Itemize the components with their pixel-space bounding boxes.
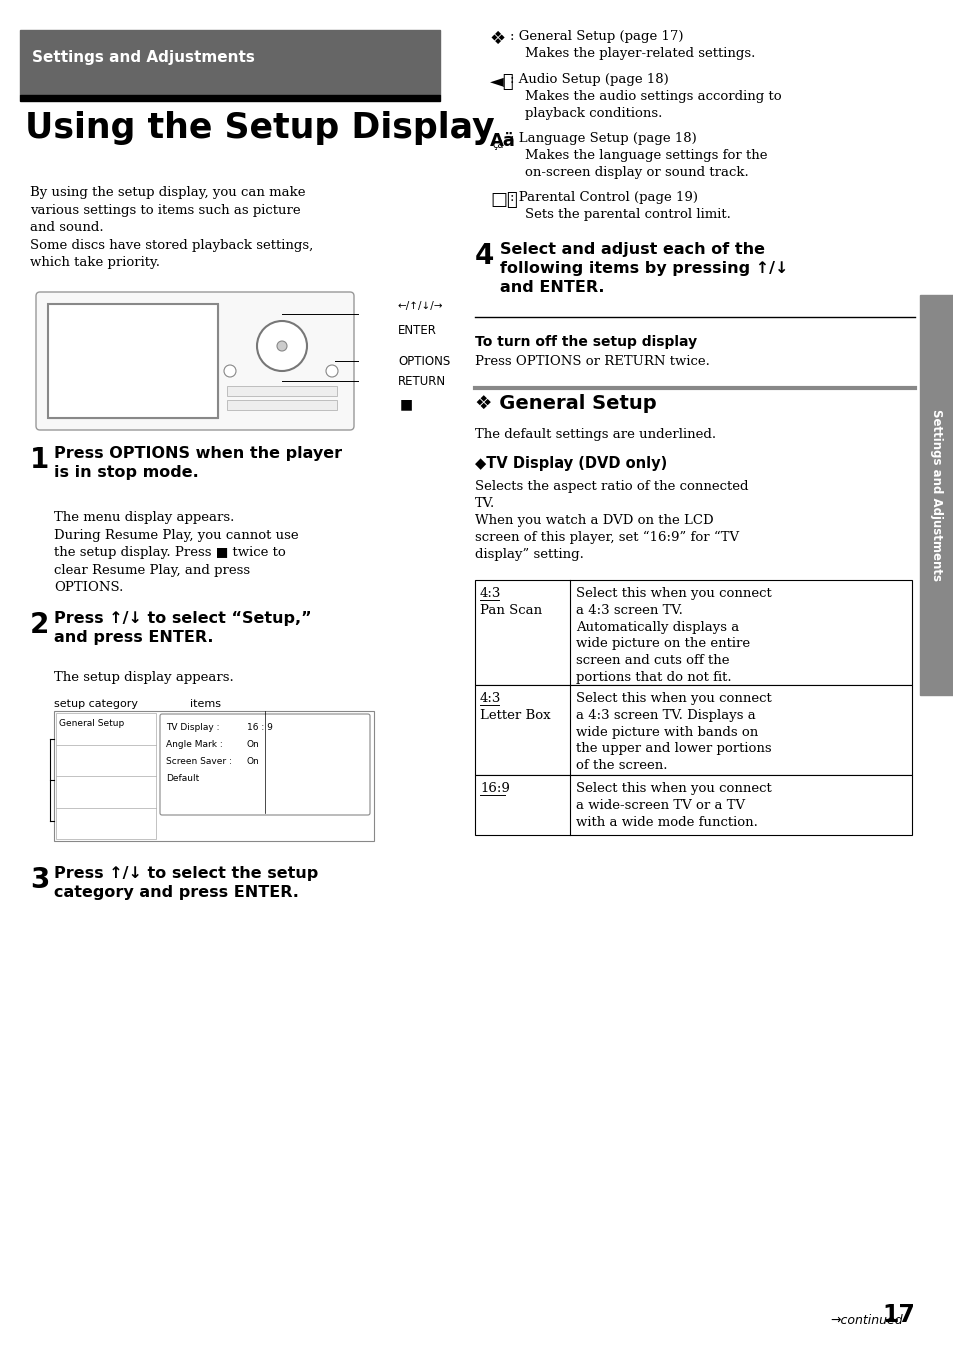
Text: 16 : 9: 16 : 9: [247, 723, 273, 731]
Bar: [54, 711, 374, 841]
Text: Pan Scan: Pan Scan: [479, 604, 541, 617]
Text: ←/↑/↓/→: ←/↑/↓/→: [397, 301, 443, 311]
Text: : General Setup (page 17): : General Setup (page 17): [510, 30, 682, 43]
Bar: [919, 294, 953, 695]
Text: General Setup: General Setup: [59, 719, 124, 727]
Circle shape: [276, 341, 287, 351]
Text: RETURN: RETURN: [397, 375, 446, 388]
Text: OPTIONS: OPTIONS: [397, 354, 450, 368]
Text: 4: 4: [475, 242, 494, 270]
Bar: [20, 30, 439, 95]
Text: Select this when you connect
a 4:3 screen TV. Displays a
wide picture with bands: Select this when you connect a 4:3 scree…: [576, 692, 771, 772]
Bar: [48, 304, 218, 418]
Text: Select and adjust each of the
following items by pressing ↑/↓
and ENTER.: Select and adjust each of the following …: [499, 242, 787, 296]
Text: To turn off the setup display: To turn off the setup display: [475, 335, 697, 349]
Text: The default settings are underlined.: The default settings are underlined.: [475, 427, 716, 441]
Text: ■: ■: [399, 398, 413, 411]
Text: Settings and Adjustments: Settings and Adjustments: [32, 50, 254, 65]
Text: Select this when you connect
a 4:3 screen TV.
Automatically displays a
wide pict: Select this when you connect a 4:3 scree…: [576, 588, 771, 684]
Circle shape: [326, 365, 337, 377]
Bar: [227, 400, 336, 410]
Circle shape: [256, 322, 307, 370]
Text: ◄⧉: ◄⧉: [490, 73, 514, 91]
Circle shape: [224, 365, 235, 377]
Text: ENTER: ENTER: [397, 324, 436, 337]
Text: Settings and Adjustments: Settings and Adjustments: [929, 408, 943, 581]
FancyBboxPatch shape: [36, 292, 354, 430]
Text: Makes the audio settings according to
playback conditions.: Makes the audio settings according to pl…: [524, 90, 781, 119]
Text: Press ↑/↓ to select “Setup,”
and press ENTER.: Press ↑/↓ to select “Setup,” and press E…: [54, 611, 312, 645]
Bar: [56, 712, 156, 839]
Text: 1: 1: [30, 446, 50, 474]
Text: →continued: →continued: [829, 1314, 902, 1327]
Text: 3: 3: [30, 866, 50, 894]
Text: On: On: [247, 757, 259, 765]
Text: Press OPTIONS when the player
is in stop mode.: Press OPTIONS when the player is in stop…: [54, 446, 342, 480]
Text: ◆TV Display (DVD only): ◆TV Display (DVD only): [475, 456, 666, 471]
Bar: [475, 775, 911, 835]
FancyBboxPatch shape: [160, 714, 370, 816]
Text: çä: çä: [493, 140, 504, 151]
Text: Makes the player-related settings.: Makes the player-related settings.: [524, 47, 755, 60]
Text: setup category: setup category: [54, 699, 138, 708]
Text: Press OPTIONS or RETURN twice.: Press OPTIONS or RETURN twice.: [475, 356, 709, 368]
Text: 2: 2: [30, 611, 50, 639]
Text: Letter Box: Letter Box: [479, 708, 550, 722]
Text: Selects the aspect ratio of the connected
TV.
When you watch a DVD on the LCD
sc: Selects the aspect ratio of the connecte…: [475, 480, 748, 562]
Text: On: On: [247, 740, 259, 749]
Text: 4:3: 4:3: [479, 692, 501, 706]
Text: Select this when you connect
a wide-screen TV or a TV
with a wide mode function.: Select this when you connect a wide-scre…: [576, 782, 771, 829]
Bar: [475, 685, 911, 775]
Text: Screen Saver :: Screen Saver :: [166, 757, 232, 765]
Text: : Audio Setup (page 18): : Audio Setup (page 18): [510, 73, 668, 85]
Text: Press ↑/↓ to select the setup
category and press ENTER.: Press ↑/↓ to select the setup category a…: [54, 866, 318, 900]
Text: : Parental Control (page 19): : Parental Control (page 19): [510, 191, 698, 204]
Text: ❖ General Setup: ❖ General Setup: [475, 394, 656, 413]
Text: The menu display appears.
During Resume Play, you cannot use
the setup display. : The menu display appears. During Resume …: [54, 512, 298, 594]
Text: 17: 17: [882, 1303, 914, 1327]
Bar: [20, 95, 439, 100]
Text: Sets the parental control limit.: Sets the parental control limit.: [524, 208, 730, 221]
Bar: [227, 385, 336, 396]
Text: □⧉: □⧉: [490, 191, 517, 209]
Text: Angle Mark :: Angle Mark :: [166, 740, 222, 749]
Text: TV Display :: TV Display :: [166, 723, 219, 731]
Text: Aä: Aä: [490, 132, 516, 151]
Bar: [48, 304, 218, 418]
Text: Default: Default: [166, 773, 199, 783]
Text: The setup display appears.: The setup display appears.: [54, 670, 233, 684]
Text: Using the Setup Display: Using the Setup Display: [25, 111, 494, 145]
Text: items: items: [190, 699, 221, 708]
Text: Makes the language settings for the
on-screen display or sound track.: Makes the language settings for the on-s…: [524, 149, 767, 179]
Text: ❖: ❖: [490, 30, 506, 47]
Text: : Language Setup (page 18): : Language Setup (page 18): [510, 132, 696, 145]
Text: 16:9: 16:9: [479, 782, 509, 795]
Text: By using the setup display, you can make
various settings to items such as pictu: By using the setup display, you can make…: [30, 186, 313, 269]
Bar: [475, 579, 911, 685]
Text: 4:3: 4:3: [479, 588, 501, 600]
